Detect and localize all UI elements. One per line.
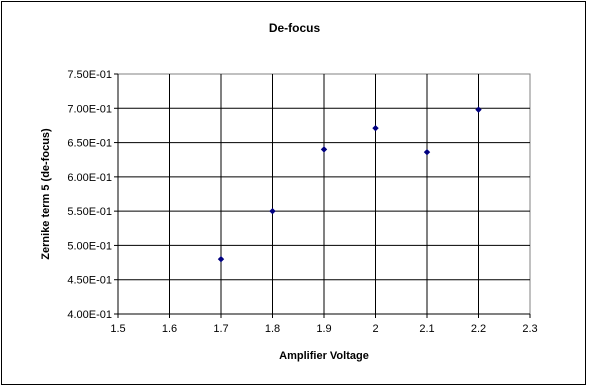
x-tick-label: 2.1	[419, 323, 434, 335]
y-tick-labels: 4.00E-01 4.50E-01 5.00E-01 5.50E-01 6.00E-01…	[67, 69, 112, 321]
y-tick-label: 5.50E-01	[67, 206, 112, 218]
x-tick-label: 2	[372, 323, 378, 335]
data-points	[217, 106, 482, 263]
x-tick-label: 1.6	[162, 323, 177, 335]
y-tick-label: 5.00E-01	[67, 240, 112, 252]
grid-lines	[114, 73, 531, 318]
data-point	[372, 124, 379, 132]
data-point	[320, 146, 328, 153]
data-point	[423, 148, 431, 156]
y-tick-label: 7.00E-01	[67, 103, 112, 115]
data-point	[217, 255, 225, 263]
x-tick-label: 1.8	[265, 323, 280, 335]
y-tick-label: 4.00E-01	[67, 309, 112, 321]
chart-title: De-focus	[268, 21, 321, 35]
x-tick-label: 2.2	[471, 323, 486, 335]
x-tick-labels: 1.5 1.6 1.7 1.8 1.9 2 2.1 2.2 2.3	[110, 323, 537, 335]
y-tick-label: 6.50E-01	[67, 138, 112, 150]
data-point	[475, 106, 482, 113]
x-tick-label: 1.7	[213, 323, 228, 335]
y-tick-label: 7.50E-01	[67, 69, 112, 81]
y-tick-label: 6.00E-01	[67, 172, 112, 184]
x-tick-label: 1.9	[316, 323, 331, 335]
x-tick-label: 1.5	[110, 323, 125, 335]
y-tick-label: 4.50E-01	[67, 275, 112, 287]
x-tick-label: 2.3	[522, 323, 537, 335]
y-axis-label: Zernike term 5 (de-focus)	[40, 128, 52, 260]
x-axis-label: Amplifier Voltage	[279, 350, 369, 362]
data-point	[269, 207, 276, 215]
